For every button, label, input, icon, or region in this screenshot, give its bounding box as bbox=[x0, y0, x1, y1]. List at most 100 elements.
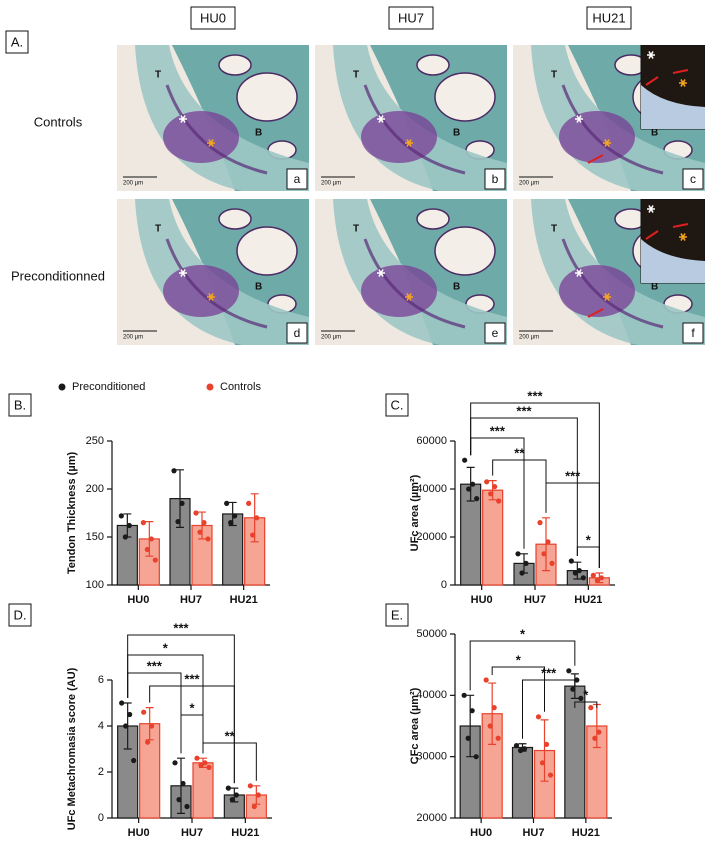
y-axis-title: Tendon Thickness (µm) bbox=[66, 452, 78, 575]
data-point bbox=[517, 747, 524, 754]
data-point bbox=[588, 705, 594, 711]
label-box bbox=[190, 6, 236, 30]
data-point bbox=[202, 760, 208, 766]
x-tick-label: HU21 bbox=[231, 827, 259, 839]
marrow-space bbox=[434, 226, 496, 276]
error-bar bbox=[466, 694, 475, 758]
marrow-space bbox=[236, 72, 298, 122]
tissue-label: B bbox=[255, 282, 262, 293]
data-point bbox=[176, 797, 182, 803]
image-letter: e bbox=[492, 326, 499, 340]
significance-bracket bbox=[574, 701, 598, 708]
error-bar bbox=[488, 480, 497, 501]
data-point bbox=[246, 500, 252, 506]
data-point bbox=[576, 568, 582, 574]
label-box bbox=[385, 603, 409, 627]
arrow bbox=[645, 76, 659, 86]
significance-label: ** bbox=[514, 445, 525, 460]
significance-label: * bbox=[189, 700, 195, 715]
scale-label: 200 µm bbox=[519, 181, 539, 187]
significance-bracket bbox=[469, 640, 576, 691]
y-tick-label: 100 bbox=[86, 579, 104, 591]
data-point bbox=[119, 700, 125, 706]
significance-label: * bbox=[586, 532, 592, 547]
data-point bbox=[250, 532, 256, 538]
label-box bbox=[8, 603, 32, 627]
significance-label: *** bbox=[490, 423, 506, 438]
data-point bbox=[131, 757, 137, 764]
micrograph: T B 200 µm e bbox=[315, 199, 507, 345]
asterisk-marker bbox=[179, 115, 187, 123]
significance-label: *** bbox=[173, 620, 189, 635]
bar bbox=[482, 489, 504, 586]
micrograph: T B 200 µm a bbox=[117, 45, 309, 191]
x-tick-label: HU0 bbox=[470, 827, 492, 839]
data-point bbox=[141, 709, 147, 715]
tissue-label: T bbox=[551, 70, 557, 81]
data-point bbox=[466, 486, 472, 492]
data-point bbox=[465, 735, 471, 741]
data-point bbox=[149, 723, 155, 729]
legend-marker bbox=[58, 383, 66, 391]
asterisk-marker bbox=[603, 139, 611, 147]
data-point bbox=[545, 539, 551, 545]
letter-box bbox=[682, 168, 704, 190]
y-tick-label: 40000 bbox=[416, 483, 447, 495]
tissue-label: B bbox=[651, 282, 658, 293]
label-box bbox=[8, 393, 32, 417]
data-point bbox=[515, 551, 521, 557]
image-letter: b bbox=[492, 172, 499, 186]
panel-label: C. bbox=[391, 397, 404, 412]
data-point bbox=[572, 570, 578, 576]
data-point bbox=[491, 705, 497, 711]
data-point bbox=[144, 546, 150, 553]
label-box bbox=[388, 6, 434, 30]
letter-box bbox=[682, 322, 704, 344]
significance-label: *** bbox=[527, 388, 543, 403]
significance-bracket bbox=[470, 417, 578, 556]
marrow-space bbox=[416, 208, 450, 230]
data-point bbox=[461, 692, 467, 698]
significance-label: *** bbox=[184, 671, 200, 686]
data-point bbox=[123, 723, 129, 729]
y-tick-label: 6 bbox=[98, 674, 104, 686]
data-point bbox=[145, 739, 151, 745]
panel-label: HU21 bbox=[592, 10, 625, 25]
data-point bbox=[179, 500, 185, 506]
data-point bbox=[592, 735, 598, 741]
data-point bbox=[594, 577, 600, 583]
data-point bbox=[194, 755, 200, 761]
data-point bbox=[543, 741, 550, 748]
data-point bbox=[566, 668, 572, 674]
significance-label: ** bbox=[225, 728, 236, 743]
significance-label: *** bbox=[541, 665, 557, 680]
y-tick-label: 30000 bbox=[416, 751, 447, 763]
micrograph: T B 200 µm d bbox=[117, 199, 309, 345]
data-point bbox=[549, 560, 555, 567]
x-tick-label: HU7 bbox=[524, 594, 546, 606]
y-tick-label: 60000 bbox=[416, 435, 447, 447]
significance-bracket bbox=[545, 482, 600, 568]
x-tick-label: HU21 bbox=[574, 594, 602, 606]
significance-label: *** bbox=[147, 658, 163, 673]
asterisk-marker bbox=[207, 139, 215, 147]
significance-label: * bbox=[583, 687, 589, 702]
letter-box bbox=[286, 322, 308, 344]
asterisk-marker bbox=[647, 51, 655, 59]
letter-box bbox=[286, 168, 308, 190]
asterisk-marker bbox=[207, 293, 215, 301]
asterisk-marker bbox=[405, 139, 413, 147]
letter-box bbox=[484, 322, 506, 344]
data-point bbox=[484, 479, 490, 485]
tidemark bbox=[165, 84, 268, 175]
data-point bbox=[198, 762, 204, 768]
significance-bracket bbox=[127, 672, 182, 754]
tidemark bbox=[561, 238, 664, 329]
data-point bbox=[255, 792, 261, 798]
y-tick-label: 250 bbox=[86, 435, 104, 447]
micrograph: T B 200 µm f bbox=[513, 199, 705, 345]
label-box bbox=[5, 30, 29, 54]
marrow-space bbox=[218, 208, 252, 230]
y-axis-title: UFc area (µm²) bbox=[409, 474, 421, 551]
x-tick-label: HU7 bbox=[181, 827, 203, 839]
